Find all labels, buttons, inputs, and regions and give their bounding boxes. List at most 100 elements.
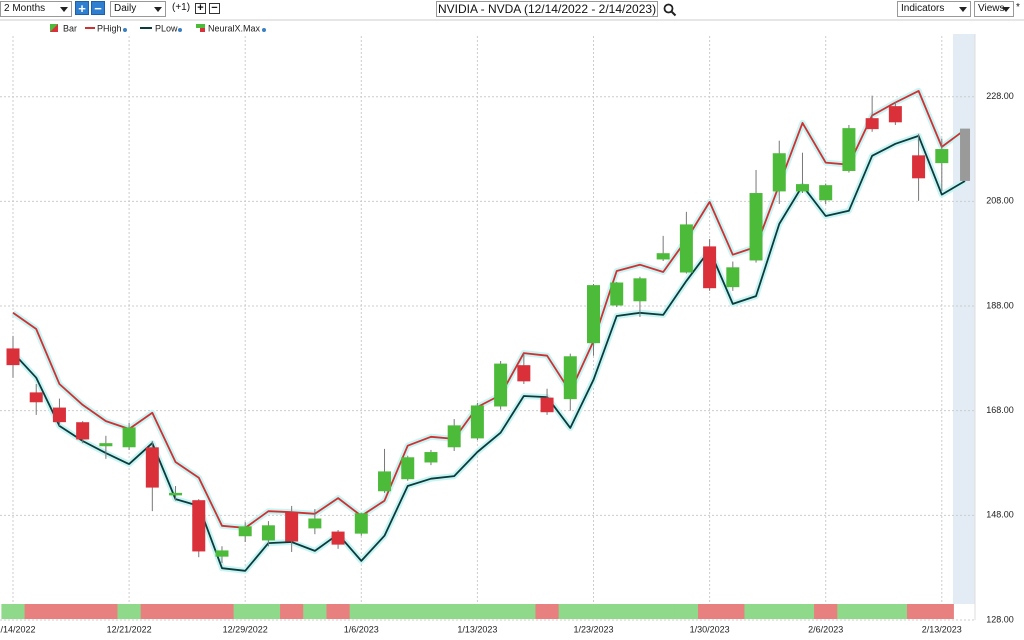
period-select[interactable]: 2 Months xyxy=(0,1,72,17)
candle-body xyxy=(354,513,368,534)
offset-plus-button[interactable]: + xyxy=(195,3,206,14)
signal-segment xyxy=(465,604,490,619)
candle-body xyxy=(238,526,252,537)
signal-segment xyxy=(906,604,931,619)
x-tick-label: 1/6/2023 xyxy=(344,624,379,634)
zoom-in-button[interactable]: + xyxy=(75,1,89,15)
signal-segment xyxy=(628,604,653,619)
candle-body xyxy=(865,118,879,130)
candle-body xyxy=(424,452,438,463)
candle-body xyxy=(401,457,415,480)
legend-label: Bar xyxy=(63,23,77,33)
signal-segment xyxy=(419,604,444,619)
signal-segment xyxy=(233,604,258,619)
x-tick-label: 1/30/2023 xyxy=(690,624,730,634)
y-tick-label: 228.00 xyxy=(986,91,1014,101)
legend-icon-bar xyxy=(50,24,58,32)
candle-body xyxy=(494,363,508,407)
period-text: 2 Months xyxy=(4,3,46,14)
signal-segment xyxy=(372,604,397,619)
candle-body xyxy=(6,348,20,366)
signal-segment xyxy=(930,604,954,619)
x-tick-label: 1/13/2023 xyxy=(457,624,497,634)
signal-segment xyxy=(814,604,838,619)
candle-body xyxy=(470,405,484,439)
signal-segment xyxy=(303,604,327,619)
candle-body xyxy=(285,512,299,542)
signal-segment xyxy=(883,604,908,619)
symbol-title[interactable]: NVIDIA - NVDA (12/14/2022 - 2/14/2023) xyxy=(436,1,658,17)
candle-body xyxy=(378,471,392,492)
signal-segment xyxy=(790,604,815,619)
x-tick-label: 12/29/2022 xyxy=(223,624,268,634)
candle-body xyxy=(447,425,461,448)
candle-body xyxy=(656,253,670,260)
legend-dot xyxy=(123,28,127,32)
search-icon[interactable] xyxy=(663,3,677,17)
signal-segment xyxy=(744,604,769,619)
candle-body xyxy=(261,525,275,541)
candle-body xyxy=(795,184,809,192)
candle-body xyxy=(587,285,600,344)
signal-segment xyxy=(117,604,142,619)
candle-body xyxy=(703,246,717,289)
candle-body xyxy=(215,550,229,557)
legend-label: PLow xyxy=(155,23,178,33)
x-tick-label: 1/23/2023 xyxy=(573,624,613,634)
signal-segment xyxy=(140,604,165,619)
signal-segment xyxy=(767,604,792,619)
signal-segment xyxy=(349,604,374,619)
current-slot-shade xyxy=(953,34,975,604)
candle-body xyxy=(888,106,902,123)
signal-segment xyxy=(326,604,351,619)
signal-segment xyxy=(280,604,304,619)
candle-body xyxy=(749,193,763,261)
signal-segment xyxy=(163,604,188,619)
views-text: Views xyxy=(978,3,1005,14)
candle-body xyxy=(633,278,647,302)
signal-segment xyxy=(47,604,72,619)
candle-body xyxy=(76,422,90,440)
candle-body xyxy=(679,224,693,273)
candle-body xyxy=(819,185,833,201)
candle-body xyxy=(726,267,740,288)
candle-body xyxy=(912,155,926,179)
candle-body xyxy=(935,149,949,164)
views-select[interactable]: Views xyxy=(974,1,1014,17)
signal-segment xyxy=(94,604,118,619)
offset-label: (+1) xyxy=(172,2,191,13)
interval-text: Daily xyxy=(114,3,137,14)
signal-segment xyxy=(1,604,26,619)
x-tick-label: 12/14/2022 xyxy=(0,624,36,634)
candle-body xyxy=(331,531,345,545)
zoom-out-button[interactable]: − xyxy=(91,1,105,15)
legend-icon-signal xyxy=(196,24,205,28)
indicators-text: Indicators xyxy=(901,3,945,14)
candle-body xyxy=(540,397,554,413)
candle-body xyxy=(99,443,113,447)
signal-segment xyxy=(837,604,862,619)
signal-segment xyxy=(210,604,235,619)
legend-dot xyxy=(178,28,182,32)
x-tick-label: 2/6/2023 xyxy=(808,624,843,634)
signal-segment xyxy=(674,604,699,619)
signal-segment xyxy=(581,604,606,619)
legend-label: NeuralX.Max xyxy=(208,23,261,33)
signal-segment xyxy=(24,604,49,619)
candle-body xyxy=(517,365,531,382)
indicators-select[interactable]: Indicators xyxy=(897,1,971,17)
candle-body xyxy=(169,492,183,496)
asterisk: * xyxy=(1016,2,1020,13)
interval-select[interactable]: Daily xyxy=(110,1,166,17)
candle-body xyxy=(563,356,577,400)
offset-minus-button[interactable]: − xyxy=(209,3,220,14)
y-tick-label: 188.00 xyxy=(986,300,1014,310)
x-tick-label: 12/21/2022 xyxy=(107,624,152,634)
signal-segment xyxy=(558,604,583,619)
signal-segment xyxy=(651,604,676,619)
candle-body xyxy=(308,518,322,529)
legend-icon-signal xyxy=(200,28,205,32)
